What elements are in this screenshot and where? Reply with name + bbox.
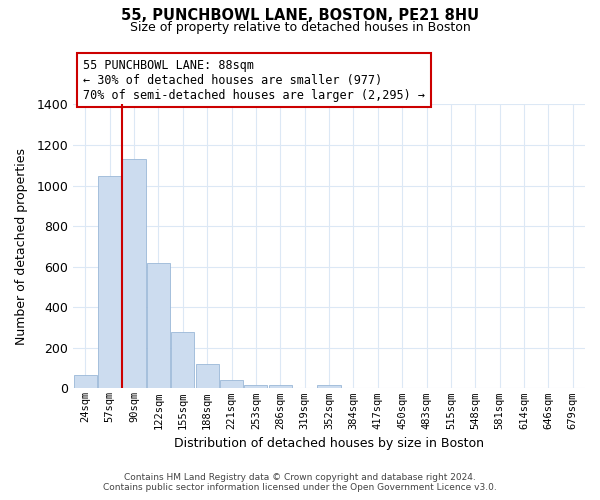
Bar (244, 386, 268, 388)
Bar (269, 386, 292, 388)
Bar (171, 332, 194, 388)
Bar (196, 364, 219, 388)
Y-axis label: Number of detached properties: Number of detached properties (15, 148, 28, 345)
Text: Size of property relative to detached houses in Boston: Size of property relative to detached ho… (130, 21, 470, 34)
Bar (98, 176, 121, 388)
X-axis label: Distribution of detached houses by size in Boston: Distribution of detached houses by size … (174, 437, 484, 450)
Text: 55 PUNCHBOWL LANE: 88sqm
← 30% of detached houses are smaller (977)
70% of semi-: 55 PUNCHBOWL LANE: 88sqm ← 30% of detach… (83, 58, 425, 102)
Bar (122, 159, 146, 388)
Bar (74, 375, 97, 388)
Bar (317, 384, 341, 388)
Bar (147, 262, 170, 388)
Bar (220, 380, 243, 388)
Text: Contains HM Land Registry data © Crown copyright and database right 2024.
Contai: Contains HM Land Registry data © Crown c… (103, 473, 497, 492)
Text: 55, PUNCHBOWL LANE, BOSTON, PE21 8HU: 55, PUNCHBOWL LANE, BOSTON, PE21 8HU (121, 8, 479, 22)
